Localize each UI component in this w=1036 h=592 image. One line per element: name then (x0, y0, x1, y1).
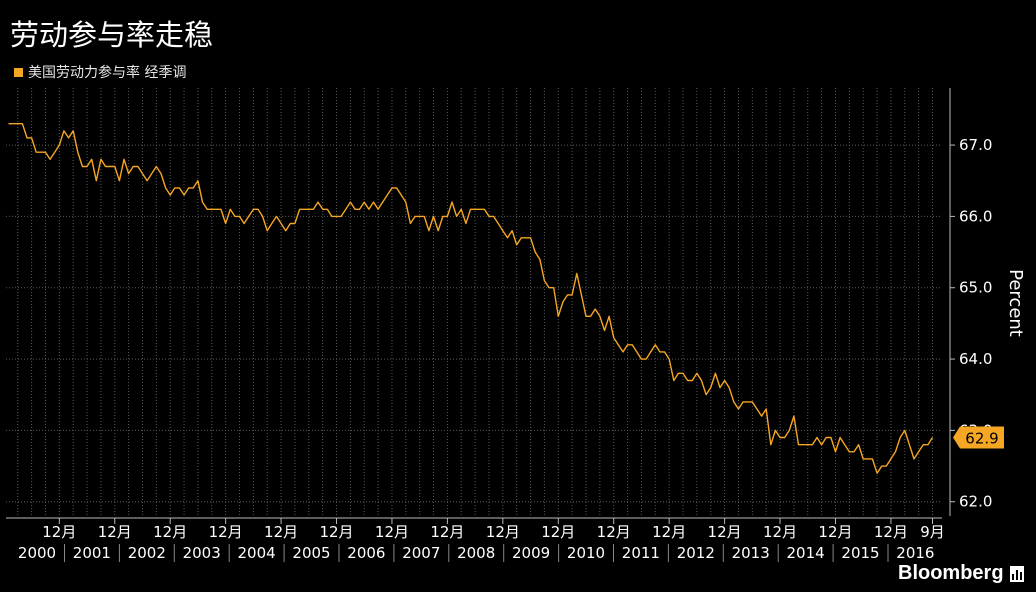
x-tick-month-label: 12月 (763, 523, 797, 541)
x-tick-month-label: 12月 (708, 523, 742, 541)
y-axis-label: Percent (1005, 269, 1026, 337)
x-tick-year-label: 2013 (732, 544, 770, 562)
x-tick-year-label: 2016 (896, 544, 934, 562)
chart-title: 劳动参与率走稳 (10, 18, 214, 52)
legend-label: 美国劳动力参与率 经季调 (28, 65, 187, 81)
x-tick-year-label: 2012 (677, 544, 715, 562)
x-tick-year-label: 2011 (622, 544, 660, 562)
x-tick-year-label: 2002 (128, 544, 166, 562)
y-tick-label: 67.0 (959, 136, 992, 154)
bloomberg-chart-icon (1010, 566, 1024, 582)
last-value-label: 62.9 (965, 430, 998, 448)
x-tick-month-label: 12月 (375, 523, 409, 541)
y-tick-label: 64.0 (959, 350, 992, 368)
y-tick-label: 66.0 (959, 207, 992, 225)
x-tick-year-label: 2005 (292, 544, 330, 562)
x-tick-year-label: 2003 (183, 544, 221, 562)
x-tick-month-label: 12月 (818, 523, 852, 541)
x-tick-month-label: 12月 (597, 523, 631, 541)
bloomberg-logo: Bloomberg (898, 562, 1004, 584)
x-tick-year-label: 2008 (457, 544, 495, 562)
last-value-tag (953, 426, 1004, 449)
y-tick-label: 65.0 (959, 279, 992, 297)
y-tick-label: 62.0 (959, 493, 992, 511)
x-tick-month-label: 12月 (319, 523, 353, 541)
x-tick-year-label: 2010 (567, 544, 605, 562)
x-tick-month-label: 12月 (42, 523, 76, 541)
x-tick-year-label: 2009 (512, 544, 550, 562)
x-tick-year-label: 2000 (18, 544, 56, 562)
x-tick-month-label: 12月 (874, 523, 908, 541)
x-tick-month-label: 12月 (264, 523, 298, 541)
x-tick-month-label: 12月 (153, 523, 187, 541)
legend: 美国劳动力参与率 经季调 (14, 62, 186, 82)
x-tick-month-label: 12月 (652, 523, 686, 541)
x-tick-month-label: 12月 (430, 523, 464, 541)
x-tick-year-label: 2004 (238, 544, 276, 562)
x-tick-month-label: 9月 (920, 523, 945, 541)
x-tick-year-label: 2006 (347, 544, 385, 562)
x-tick-month-label: 12月 (541, 523, 575, 541)
x-tick-month-label: 12月 (209, 523, 243, 541)
x-tick-month-label: 12月 (98, 523, 132, 541)
x-tick-year-label: 2014 (787, 544, 825, 562)
x-tick-year-label: 2001 (73, 544, 111, 562)
legend-swatch (14, 67, 23, 77)
x-tick-year-label: 2015 (841, 544, 879, 562)
x-tick-month-label: 12月 (486, 523, 520, 541)
x-tick-year-label: 2007 (402, 544, 440, 562)
series-line (8, 122, 934, 474)
